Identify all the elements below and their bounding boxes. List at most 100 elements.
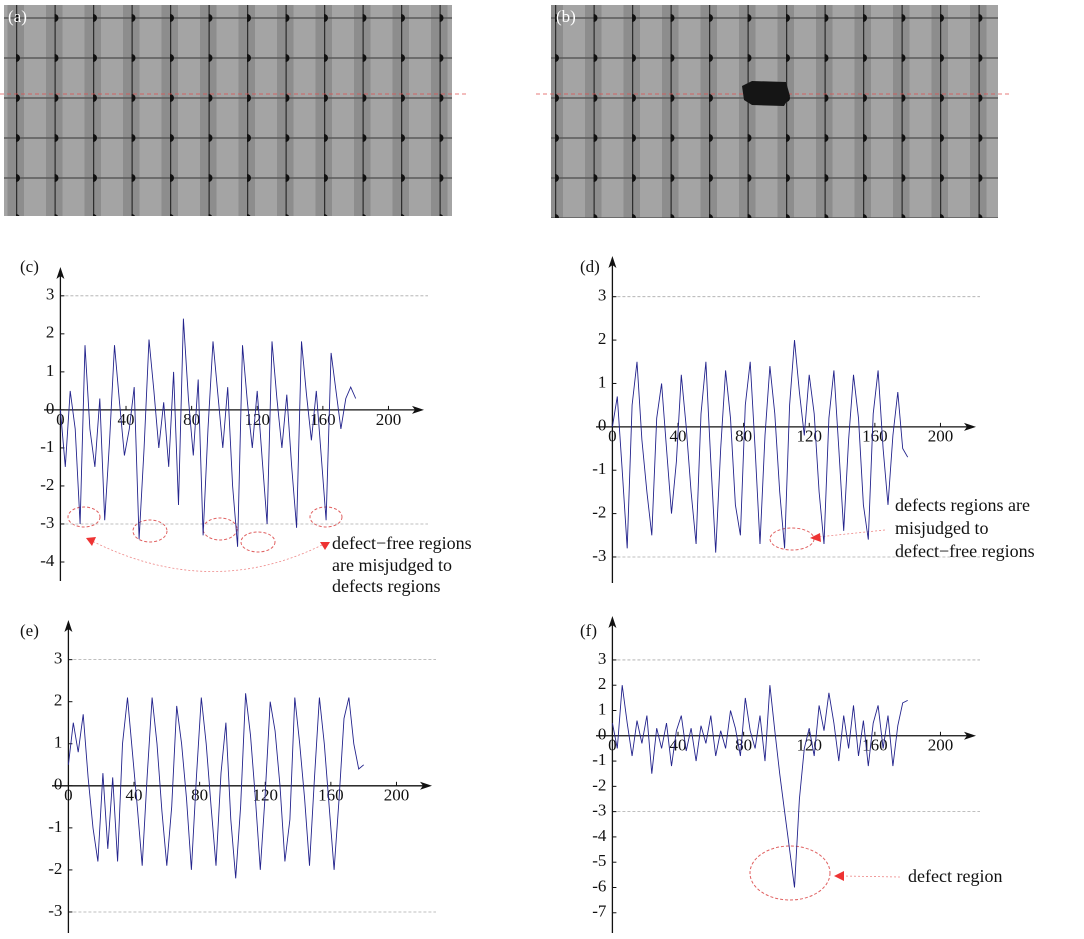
data-line: [59, 318, 357, 547]
y-tick-label: 2: [54, 691, 63, 710]
y-tick-label: -7: [592, 902, 607, 921]
defect: [742, 81, 790, 106]
annotation: defects regions are: [895, 495, 1030, 515]
y-tick-label: -6: [592, 876, 606, 895]
arrow-head: [810, 533, 821, 542]
annotations: defect−free regions are misjudged to def…: [67, 495, 1035, 901]
arrow-head: [86, 537, 96, 546]
ellipse: [749, 845, 831, 901]
ellipse: [202, 517, 238, 541]
annotation: defect−free regions: [895, 541, 1035, 561]
arrow-head: [320, 542, 330, 550]
arrow: [817, 529, 886, 538]
y-tick-label: -1: [48, 817, 62, 836]
y-tick-label: 0: [598, 725, 607, 744]
y-tick-label: -3: [592, 801, 606, 820]
ellipse: [132, 519, 168, 543]
x-tick-label: 160: [862, 427, 888, 446]
panel-label: (f): [580, 621, 597, 640]
x-tick-label: 200: [376, 410, 402, 429]
data-line: [67, 693, 364, 879]
y-tick-label: -5: [592, 851, 606, 870]
y-tick-label: 0: [598, 416, 607, 435]
y-tick-label: -2: [40, 475, 54, 494]
axis-arrow: [56, 267, 65, 279]
annotation: defects regions: [332, 576, 440, 596]
y-tick-label: -2: [48, 859, 62, 878]
y-tick-label: -3: [40, 513, 54, 532]
y-tick-label: -2: [592, 503, 606, 522]
annotation: misjudged to: [895, 518, 989, 538]
y-tick-label: -1: [592, 459, 606, 478]
x-tick-label: 160: [862, 736, 888, 755]
panel-label: (e): [20, 621, 39, 640]
y-tick-label: 2: [46, 323, 55, 342]
axis-arrow: [412, 405, 424, 414]
data-line: [611, 685, 908, 888]
annotation: are misjudged to: [332, 555, 452, 575]
axis-arrow: [964, 422, 976, 431]
panel-a: (a): [0, 5, 466, 216]
panel-b: (b): [536, 5, 1012, 218]
x-tick-label: 40: [670, 736, 687, 755]
x-tick-label: 80: [183, 410, 200, 429]
axis-arrow: [420, 781, 432, 790]
y-tick-label: -1: [40, 437, 54, 456]
panel-label: (b): [556, 7, 576, 26]
x-tick-label: 0: [64, 786, 73, 805]
y-tick-label: 3: [54, 649, 63, 668]
axis-arrow: [964, 731, 976, 740]
x-tick-label: 120: [244, 410, 270, 429]
y-tick-label: 1: [46, 361, 55, 380]
y-tick-label: 3: [598, 649, 607, 668]
x-tick-label: 120: [796, 736, 822, 755]
y-tick-label: -3: [48, 901, 62, 920]
ellipse: [769, 527, 815, 551]
ellipse: [309, 506, 343, 528]
y-tick-label: 1: [54, 733, 63, 752]
x-tick-label: 80: [191, 786, 208, 805]
y-tick-label: -4: [40, 551, 55, 570]
arrow: [91, 540, 323, 572]
y-tick-label: -2: [592, 775, 606, 794]
x-tick-label: 0: [608, 736, 617, 755]
axis-arrow: [608, 616, 617, 628]
y-tick-label: 2: [598, 674, 607, 693]
panel-image: [551, 5, 998, 218]
x-tick-label: 80: [735, 427, 752, 446]
annotation: defect region: [908, 866, 1002, 886]
y-tick-label: 2: [598, 329, 607, 348]
x-tick-label: 0: [56, 410, 65, 429]
arrow: [841, 875, 901, 878]
panel-label: (d): [580, 257, 600, 276]
annotation: defect−free regions: [332, 533, 472, 553]
y-tick-label: 3: [46, 285, 55, 304]
y-tick-label: 0: [46, 399, 55, 418]
ellipse: [67, 506, 101, 528]
panel-label: (a): [8, 7, 27, 26]
y-tick-label: 0: [54, 775, 63, 794]
arrow-head: [834, 871, 844, 881]
y-tick-label: -1: [592, 750, 606, 769]
y-tick-label: 3: [598, 286, 607, 305]
panel-image: [4, 5, 452, 216]
axis-arrow: [64, 620, 73, 632]
y-tick-label: -3: [592, 546, 606, 565]
x-tick-label: 200: [928, 427, 954, 446]
axis-arrow: [608, 256, 617, 268]
ellipse: [240, 531, 276, 553]
data-line: [611, 340, 909, 553]
x-tick-label: 200: [384, 786, 410, 805]
x-tick-label: 40: [126, 786, 143, 805]
y-tick-label: 1: [598, 699, 607, 718]
x-tick-label: 0: [608, 427, 617, 446]
x-tick-label: 160: [318, 786, 344, 805]
y-tick-label: 1: [598, 372, 607, 391]
x-tick-label: 120: [796, 427, 822, 446]
panel-label: (c): [20, 257, 39, 276]
